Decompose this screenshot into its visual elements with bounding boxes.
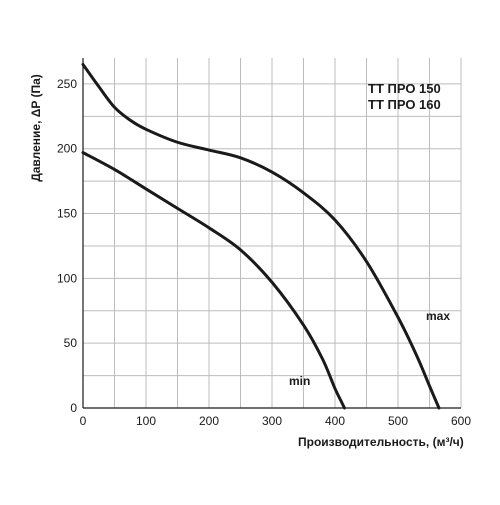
x-tick-label: 600 — [451, 414, 471, 428]
y-tick-label: 0 — [70, 401, 77, 415]
series-label-min: min — [289, 374, 310, 388]
x-tick-label: 300 — [262, 414, 282, 428]
x-tick-label: 500 — [388, 414, 408, 428]
model-label-2: ТТ ПРО 160 — [368, 97, 441, 112]
series-line-max — [81, 62, 441, 410]
series-label-max: max — [426, 309, 450, 323]
y-tick-label: 150 — [57, 207, 77, 221]
x-tick-label: 0 — [80, 414, 87, 428]
curves — [81, 62, 441, 410]
x-tick-label: 400 — [325, 414, 345, 428]
y-tick-label: 200 — [57, 142, 77, 156]
x-tick-label: 100 — [136, 414, 156, 428]
series-line-min — [81, 151, 346, 410]
axes: 0 100 200 300 400 500 600 0 50 100 150 200 250 — [57, 58, 471, 428]
y-tick-label: 250 — [57, 77, 77, 91]
y-tick-label: 50 — [64, 336, 78, 350]
y-tick-label: 100 — [57, 271, 77, 285]
x-axis-title: Производительность, (м³/ч) — [298, 435, 464, 449]
y-axis-title: Давление, ΔP (Па) — [29, 74, 43, 182]
x-tick-label: 200 — [199, 414, 219, 428]
model-label-1: ТТ ПРО 150 — [368, 81, 441, 96]
labels: ТТ ПРО 150 ТТ ПРО 160 Производительность… — [29, 74, 464, 449]
